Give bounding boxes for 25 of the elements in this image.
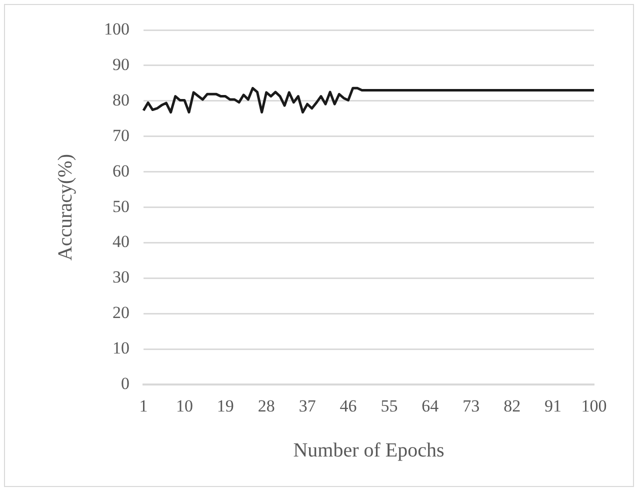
y-tick-label: 40 bbox=[112, 232, 130, 252]
y-tick-label: 60 bbox=[112, 161, 130, 180]
x-tick-label: 73 bbox=[462, 396, 480, 416]
x-tick-label: 46 bbox=[340, 396, 357, 416]
x-tick-label: 91 bbox=[544, 396, 562, 416]
x-tick-label: 10 bbox=[176, 396, 193, 416]
y-tick-label: 70 bbox=[112, 126, 130, 145]
y-tick-label: 100 bbox=[104, 19, 130, 38]
y-tick-label: 80 bbox=[112, 90, 130, 110]
y-tick-label: 90 bbox=[112, 54, 130, 74]
y-tick-label: 20 bbox=[112, 303, 130, 322]
y-tick-label: 30 bbox=[112, 268, 130, 287]
x-tick-label: 55 bbox=[380, 396, 398, 416]
x-tick-label: 19 bbox=[216, 396, 234, 416]
x-tick-label: 1 bbox=[139, 396, 148, 416]
x-tick-label: 37 bbox=[298, 396, 316, 416]
x-tick-label: 64 bbox=[422, 396, 440, 416]
y-tick-label: 10 bbox=[112, 338, 130, 358]
x-tick-label: 82 bbox=[504, 396, 521, 416]
x-axis-title: Number of Epochs bbox=[293, 439, 444, 462]
x-tick-label: 100 bbox=[581, 396, 607, 416]
y-tick-label: 0 bbox=[121, 374, 130, 394]
y-axis-title: Accuracy(%) bbox=[54, 154, 76, 261]
y-tick-label: 50 bbox=[112, 196, 130, 216]
x-tick-label: 28 bbox=[258, 396, 275, 416]
